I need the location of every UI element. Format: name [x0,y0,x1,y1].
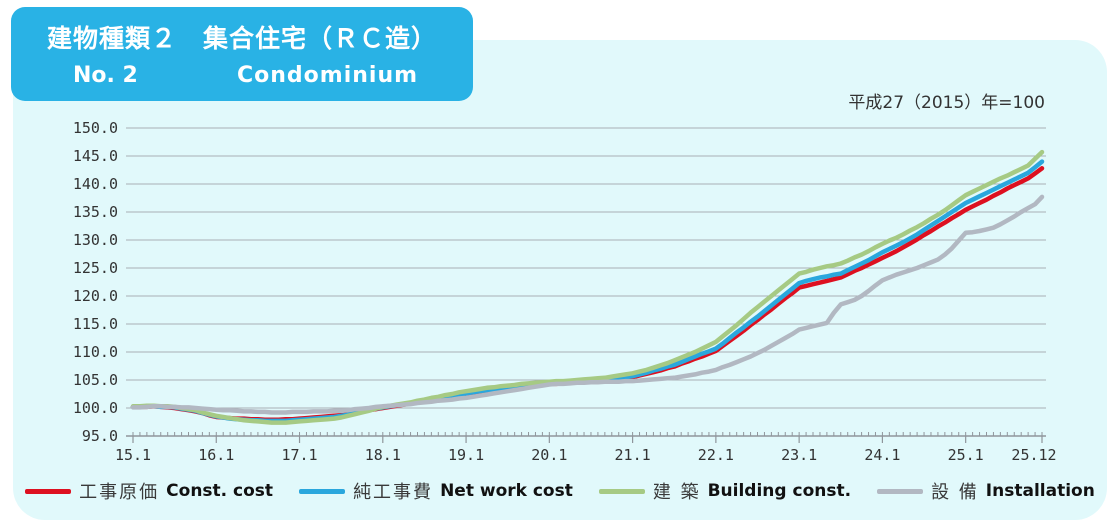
legend-swatch-building-const [598,488,645,494]
svg-text:18.1: 18.1 [365,446,401,464]
title-english: Condominium [237,63,419,88]
svg-text:25.1: 25.1 [948,446,984,464]
svg-text:24.1: 24.1 [864,446,900,464]
svg-text:125.0: 125.0 [73,259,118,277]
title-japanese: 建物種類２ 集合住宅（ＲＣ造） [46,24,437,53]
svg-text:140.0: 140.0 [73,175,118,193]
legend-swatch-installation [877,488,924,494]
legend-item-installation: 設 備 Installation [877,478,1095,504]
svg-text:100.0: 100.0 [73,399,118,417]
legend-label-jp: 純工事費 [353,482,434,503]
legend-swatch-const-cost [25,488,72,494]
svg-text:17.1: 17.1 [281,446,317,464]
legend-label-en: Const. cost [166,481,274,501]
svg-text:23.1: 23.1 [781,446,817,464]
svg-text:21.1: 21.1 [615,446,651,464]
svg-text:115.0: 115.0 [73,315,118,333]
series-line-installation [130,194,1045,415]
series-line-building-const- [130,149,1045,425]
legend-label-en: Net work cost [440,481,573,501]
svg-text:25.12: 25.12 [1011,446,1056,464]
svg-text:16.1: 16.1 [198,446,234,464]
svg-text:120.0: 120.0 [73,287,118,305]
legend-item-net-work-cost: 純工事費 Net work cost [299,478,573,504]
y-axis-labels: 95.0 100.0 105.0 110.0 115.0 120.0 125.0 130.0 1… [73,119,118,445]
legend-label-en: Installation [985,481,1095,501]
svg-text:95.0: 95.0 [82,427,118,445]
legend-item-building-const: 建 築 Building const. [598,478,852,504]
legend-item-const-cost: 工事原価 Const. cost [25,478,273,504]
legend-label-en: Building const. [707,481,852,501]
svg-text:110.0: 110.0 [73,343,118,361]
svg-text:130.0: 130.0 [73,231,118,249]
svg-text:105.0: 105.0 [73,371,118,389]
svg-text:150.0: 150.0 [73,119,118,137]
title-card: 建物種類２ 集合住宅（ＲＣ造） No. 2 Condominium [11,7,473,101]
chart-panel [13,40,1107,520]
chart-legend: 工事原価 Const. cost 純工事費 Net work cost 建 築 … [13,478,1107,504]
svg-text:20.1: 20.1 [531,446,567,464]
legend-swatch-net-work-cost [299,488,346,494]
index-base-note: 平成27（2015）年=100 [848,93,1045,113]
svg-text:19.1: 19.1 [448,446,484,464]
title-number: No. 2 [73,63,138,88]
svg-text:145.0: 145.0 [73,147,118,165]
gridlines [126,127,1046,409]
legend-label-jp: 建 築 [652,482,701,503]
legend-label-jp: 工事原価 [79,482,160,503]
x-axis [126,432,1046,443]
svg-text:135.0: 135.0 [73,203,118,221]
x-axis-labels: 15.1 16.1 17.1 18.1 19.1 20.1 21.1 22.1 23.1 24.1… [115,446,1057,464]
svg-text:22.1: 22.1 [698,446,734,464]
legend-label-jp: 設 備 [931,482,979,503]
svg-text:15.1: 15.1 [115,446,151,464]
